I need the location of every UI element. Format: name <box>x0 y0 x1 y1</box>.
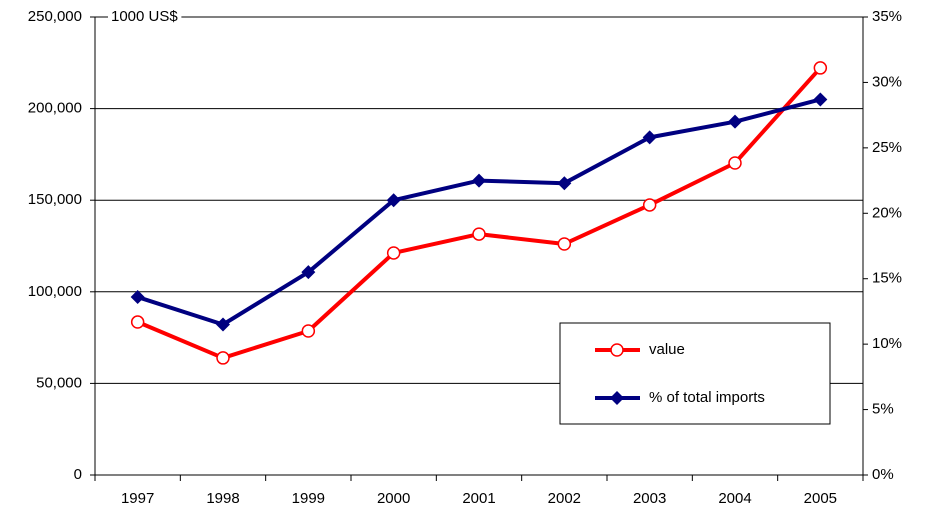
point <box>130 290 145 305</box>
y-axis-unit: 1000 US$ <box>111 8 178 25</box>
y2-tick-label: 20% <box>872 204 902 221</box>
point <box>130 315 145 329</box>
x-tick-label: 1997 <box>121 490 154 507</box>
point <box>472 227 486 241</box>
x-tick-label: 2003 <box>633 490 666 507</box>
legend-label: value <box>649 341 685 358</box>
x-tick-label: 1999 <box>292 490 325 507</box>
series <box>130 61 828 365</box>
unit-label-bg <box>108 7 182 25</box>
y-tick-label: 250,000 <box>28 8 82 25</box>
y2-tick-label: 25% <box>872 139 902 156</box>
y2-tick-label: 15% <box>872 270 902 287</box>
point <box>386 246 401 260</box>
point <box>557 237 572 251</box>
x-tick-label: 2004 <box>718 490 751 507</box>
point <box>813 92 828 107</box>
y2-tick-label: 35% <box>872 8 902 25</box>
plot-frame <box>94 16 864 476</box>
point <box>557 176 572 191</box>
point <box>216 317 230 332</box>
y2-tick-label: 10% <box>872 335 902 352</box>
x-tick-label: 2002 <box>548 490 581 507</box>
point <box>301 324 316 338</box>
legend-label: % of total imports <box>649 389 765 406</box>
point <box>301 265 316 280</box>
point <box>728 156 742 170</box>
x-tick-label: 1998 <box>206 490 239 507</box>
point <box>386 193 401 208</box>
y-tick-label: 100,000 <box>28 283 82 300</box>
point <box>472 173 486 188</box>
point <box>216 351 230 365</box>
legend: value % of total imports <box>559 322 831 425</box>
x-tick-label: 2000 <box>377 490 410 507</box>
y-tick-label: 200,000 <box>28 100 82 117</box>
y-tick-label: 150,000 <box>28 191 82 208</box>
point <box>728 114 742 129</box>
point <box>610 343 624 357</box>
y2-tick-label: 5% <box>872 401 894 418</box>
y-tick-label: 50,000 <box>36 374 82 391</box>
series <box>130 92 828 332</box>
point <box>813 61 828 75</box>
y-tick-label: 0 <box>74 466 82 483</box>
point <box>642 198 657 212</box>
x-tick-label: 2005 <box>804 490 837 507</box>
series-line <box>137 97 821 327</box>
point <box>610 391 624 405</box>
y2-tick-label: 0% <box>872 466 894 483</box>
y2-tick-label: 30% <box>872 73 902 90</box>
point <box>642 130 657 145</box>
legend-box <box>559 322 831 425</box>
x-tick-label: 2001 <box>462 490 495 507</box>
